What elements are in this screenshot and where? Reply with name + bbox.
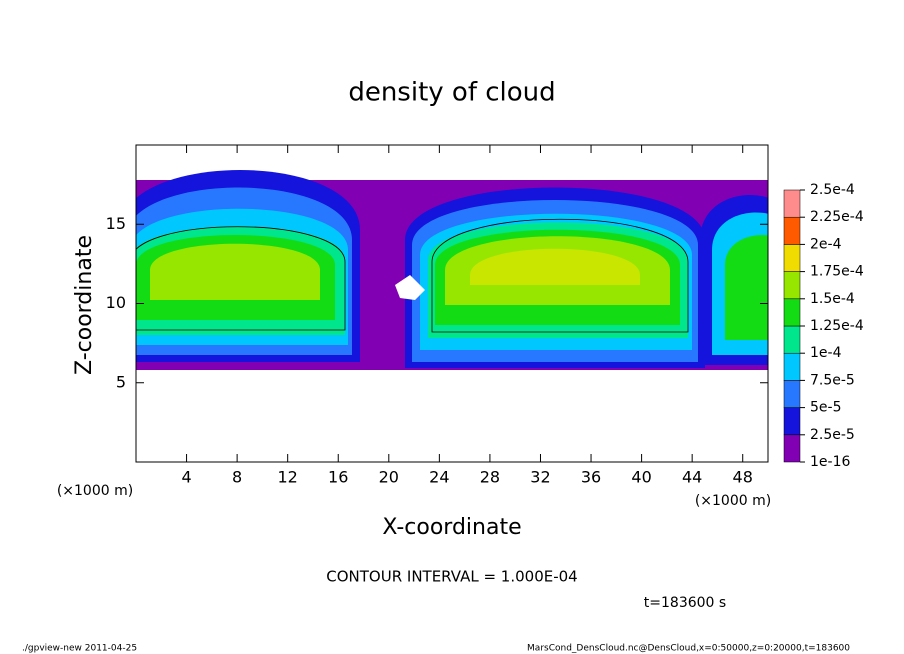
colorbar-label: 1e-16	[810, 454, 850, 470]
y-tick-label: 5	[116, 372, 126, 391]
colorbar-label: 2.5e-4	[810, 182, 855, 198]
colorbar-label: 7.5e-5	[810, 372, 855, 388]
colorbar-box	[783, 216, 801, 245]
colorbar-label: 1.5e-4	[810, 291, 855, 307]
colorbar-label: 2.5e-5	[810, 427, 855, 443]
colorbar-box	[783, 189, 801, 218]
y-unit: (×1000 m)	[57, 483, 133, 499]
colorbar-label: 2.25e-4	[810, 209, 864, 225]
colorbar-label: 1.25e-4	[810, 318, 864, 334]
x-unit: (×1000 m)	[695, 493, 771, 509]
time-label: t=183600 s	[644, 595, 726, 611]
colorbar-label: 1e-4	[810, 345, 842, 361]
x-axis-label: X-coordinate	[382, 515, 521, 540]
x-tick-label: 44	[682, 468, 702, 487]
x-tick-label: 48	[733, 468, 753, 487]
colorbar-box	[783, 325, 801, 354]
footer-left: ./gpview-new 2011-04-25	[22, 644, 137, 654]
y-axis-label: Z-coordinate	[72, 235, 97, 375]
x-tick-label: 4	[181, 468, 191, 487]
x-tick-label: 16	[328, 468, 348, 487]
colorbar-label: 2e-4	[810, 236, 842, 252]
y-tick-label: 15	[106, 214, 126, 233]
x-tick-label: 32	[530, 468, 550, 487]
x-tick-label: 20	[379, 468, 399, 487]
colorbar-box	[783, 271, 801, 300]
colorbar-box	[783, 407, 801, 436]
contour-field	[136, 170, 768, 370]
x-tick-label: 12	[278, 468, 298, 487]
footer-right: MarsCond_DensCloud.nc@DensCloud,x=0:5000…	[527, 644, 850, 654]
colorbar-box	[783, 380, 801, 408]
colorbar-box	[783, 298, 801, 327]
x-tick-label: 24	[429, 468, 449, 487]
colorbar-label: 5e-5	[810, 400, 841, 416]
x-tick-label: 36	[581, 468, 601, 487]
x-tick-label: 40	[631, 468, 651, 487]
colorbar-box	[783, 352, 801, 381]
y-tick-label: 10	[106, 293, 126, 312]
contour-interval: CONTOUR INTERVAL = 1.000E-04	[326, 568, 577, 586]
chart-title: density of cloud	[348, 78, 555, 108]
colorbar-box	[783, 434, 801, 463]
colorbar-label: 1.75e-4	[810, 264, 864, 280]
x-tick-label: 8	[232, 468, 242, 487]
colorbar-box	[783, 244, 801, 272]
x-tick-label: 28	[480, 468, 500, 487]
